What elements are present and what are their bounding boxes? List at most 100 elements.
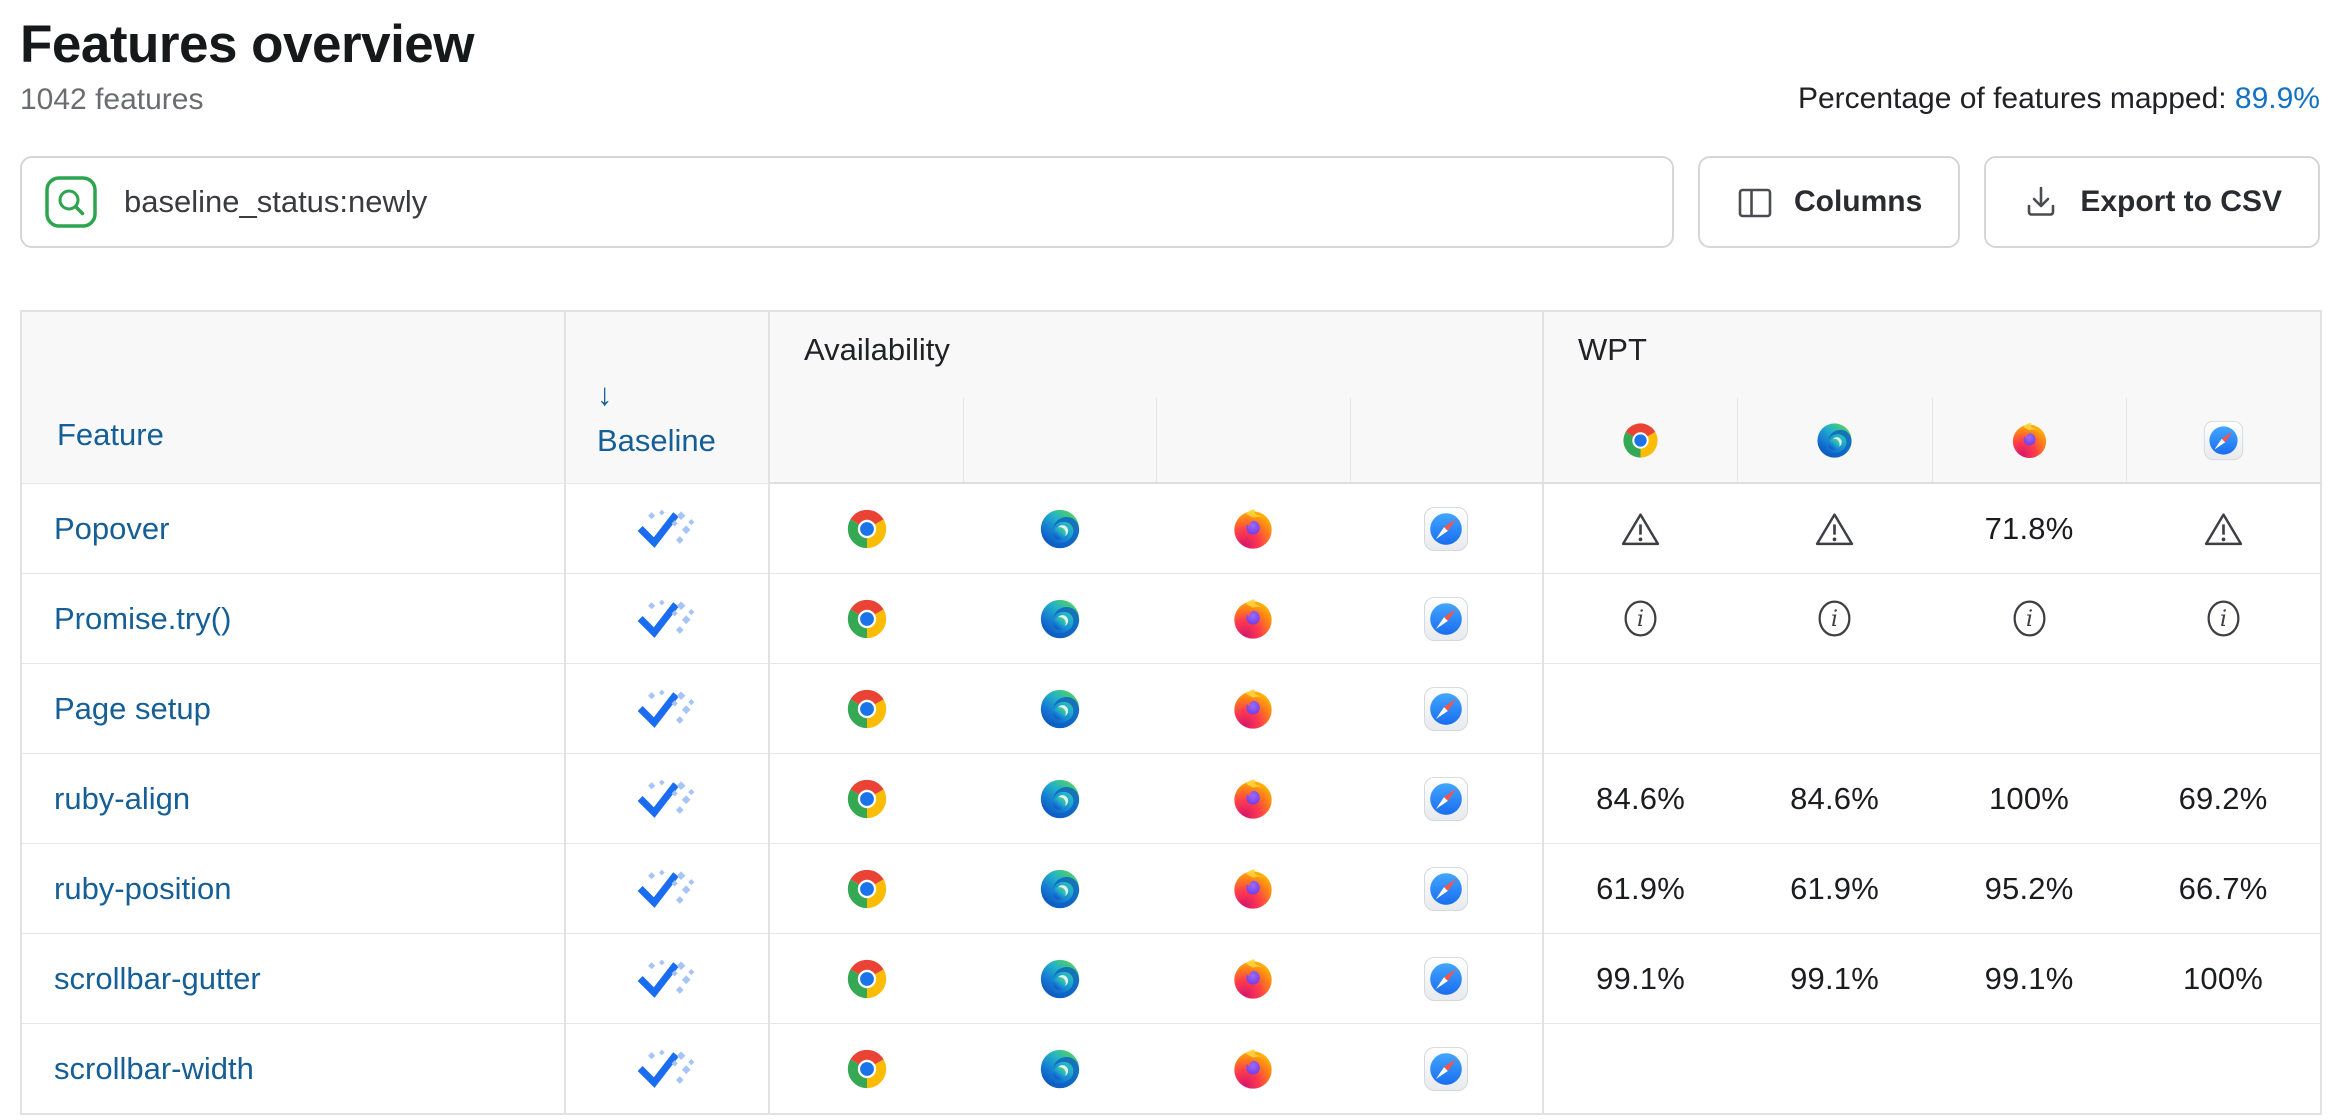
baseline-newly-icon bbox=[635, 959, 699, 999]
feature-link[interactable]: Promise.try() bbox=[54, 600, 232, 636]
baseline-cell bbox=[565, 843, 770, 934]
availability-cell bbox=[1156, 933, 1350, 1024]
edge-icon bbox=[1037, 1049, 1083, 1088]
wpt-score: 61.9% bbox=[1790, 870, 1879, 906]
wpt-group-label: WPT bbox=[1578, 332, 1647, 368]
availability-cell bbox=[769, 663, 963, 754]
baseline-newly-icon bbox=[635, 1049, 699, 1089]
wpt-subheader-safari bbox=[2125, 398, 2322, 485]
wpt-cell bbox=[1737, 482, 1933, 574]
feature-count: 1042 features bbox=[20, 83, 204, 117]
wpt-cell bbox=[2126, 1023, 2322, 1115]
firefox-icon bbox=[2009, 422, 2050, 458]
wpt-cell: 99.1% bbox=[1737, 933, 1933, 1024]
search-icon bbox=[44, 175, 98, 229]
page-title: Features overview bbox=[20, 15, 475, 74]
wpt-score: 84.6% bbox=[1790, 780, 1879, 816]
availability-cell bbox=[963, 1023, 1156, 1115]
baseline-cell bbox=[565, 663, 770, 754]
feature-link[interactable]: scrollbar-gutter bbox=[54, 960, 261, 996]
availability-cell bbox=[1156, 482, 1350, 574]
feature-cell: scrollbar-width bbox=[21, 1023, 566, 1115]
wpt-cell: i bbox=[1737, 573, 1933, 664]
feature-cell: ruby-position bbox=[21, 843, 566, 934]
wpt-cell bbox=[1932, 663, 2127, 754]
mapped-percentage-line: Percentage of features mapped: 89.9% bbox=[1798, 81, 2320, 118]
edge-icon bbox=[1037, 779, 1083, 818]
availability-cell bbox=[1156, 753, 1350, 844]
firefox-icon bbox=[1230, 599, 1276, 639]
feature-link[interactable]: Page setup bbox=[54, 690, 211, 726]
availability-cell bbox=[769, 753, 963, 844]
availability-subheader-edge bbox=[962, 398, 1156, 485]
availability-cell bbox=[769, 1023, 963, 1115]
table-header: Feature ↓ Baseline Availability WPT bbox=[21, 311, 2322, 485]
table-row: scrollbar-width bbox=[21, 1023, 2322, 1115]
wpt-score: 84.6% bbox=[1596, 780, 1685, 816]
wpt-cell: 61.9% bbox=[1737, 843, 1933, 934]
baseline-cell bbox=[565, 482, 770, 574]
feature-link[interactable]: ruby-align bbox=[54, 780, 191, 816]
info-icon: i bbox=[1816, 600, 1853, 637]
baseline-newly-icon bbox=[635, 869, 699, 909]
edge-icon bbox=[1037, 959, 1083, 998]
features-table: Feature ↓ Baseline Availability WPT bbox=[20, 310, 2323, 1116]
search-input[interactable] bbox=[124, 167, 1650, 238]
feature-link[interactable]: ruby-position bbox=[54, 870, 232, 906]
edge-icon bbox=[1037, 509, 1083, 548]
info-icon: i bbox=[2011, 600, 2048, 637]
chrome-icon bbox=[844, 1049, 890, 1088]
availability-cell bbox=[1156, 1023, 1350, 1115]
firefox-icon bbox=[1230, 779, 1276, 819]
edge-icon bbox=[1037, 689, 1083, 728]
svg-text:i: i bbox=[2025, 606, 2032, 632]
availability-subheader-safari bbox=[1349, 398, 1545, 485]
toolbar: Columns Export to CSV bbox=[20, 156, 2320, 249]
availability-cell bbox=[963, 482, 1156, 574]
sort-descending-icon: ↓ bbox=[597, 376, 613, 412]
wpt-cell bbox=[2126, 663, 2322, 754]
warning-icon bbox=[1620, 513, 1661, 545]
wpt-cell: 69.2% bbox=[2126, 753, 2322, 844]
table-row: scrollbar-gutter 99.1% 99.1% 99.1% 100% bbox=[21, 933, 2322, 1024]
wpt-score: 100% bbox=[1988, 780, 2070, 816]
warning-icon bbox=[1814, 513, 1855, 545]
baseline-cell bbox=[565, 1023, 770, 1115]
export-csv-button[interactable]: Export to CSV bbox=[1984, 156, 2320, 249]
mapped-percentage-link[interactable]: 89.9% bbox=[2234, 82, 2320, 116]
wpt-score: 99.1% bbox=[1596, 960, 1685, 996]
baseline-cell bbox=[565, 933, 770, 1024]
safari-icon bbox=[1423, 596, 1469, 641]
safari-icon bbox=[1423, 866, 1469, 911]
wpt-subheader-chrome bbox=[1542, 398, 1738, 485]
warning-icon bbox=[2203, 513, 2244, 545]
availability-cell bbox=[1350, 482, 1545, 574]
safari-icon bbox=[1423, 956, 1469, 1001]
column-group-availability: Availability bbox=[769, 311, 1545, 399]
column-header-baseline[interactable]: ↓ Baseline bbox=[565, 311, 770, 484]
firefox-icon bbox=[1230, 1049, 1276, 1089]
title-block: Features overview 1042 features bbox=[20, 0, 475, 118]
baseline-cell bbox=[565, 573, 770, 664]
columns-button[interactable]: Columns bbox=[1697, 156, 1961, 249]
availability-cell bbox=[769, 482, 963, 574]
wpt-cell bbox=[2126, 482, 2322, 574]
wpt-cell: 84.6% bbox=[1543, 753, 1738, 844]
search-box[interactable] bbox=[20, 156, 1674, 249]
chrome-icon bbox=[844, 509, 890, 548]
safari-icon bbox=[1423, 506, 1469, 551]
availability-cell bbox=[963, 843, 1156, 934]
table-row: ruby-align 84.6% 84.6% 100% 69.2% bbox=[21, 753, 2322, 844]
feature-cell: Promise.try() bbox=[21, 573, 566, 664]
wpt-score: 99.1% bbox=[1790, 960, 1879, 996]
table-row: Popover 71.8% bbox=[21, 482, 2322, 574]
feature-link[interactable]: scrollbar-width bbox=[54, 1050, 254, 1086]
safari-icon bbox=[1423, 686, 1469, 731]
feature-link[interactable]: Popover bbox=[54, 510, 170, 546]
wpt-cell: 100% bbox=[1932, 753, 2127, 844]
availability-cell bbox=[769, 933, 963, 1024]
wpt-score: 99.1% bbox=[1984, 960, 2074, 996]
column-header-feature[interactable]: Feature bbox=[21, 311, 566, 484]
info-icon: i bbox=[1622, 600, 1659, 637]
wpt-cell bbox=[1543, 1023, 1738, 1115]
